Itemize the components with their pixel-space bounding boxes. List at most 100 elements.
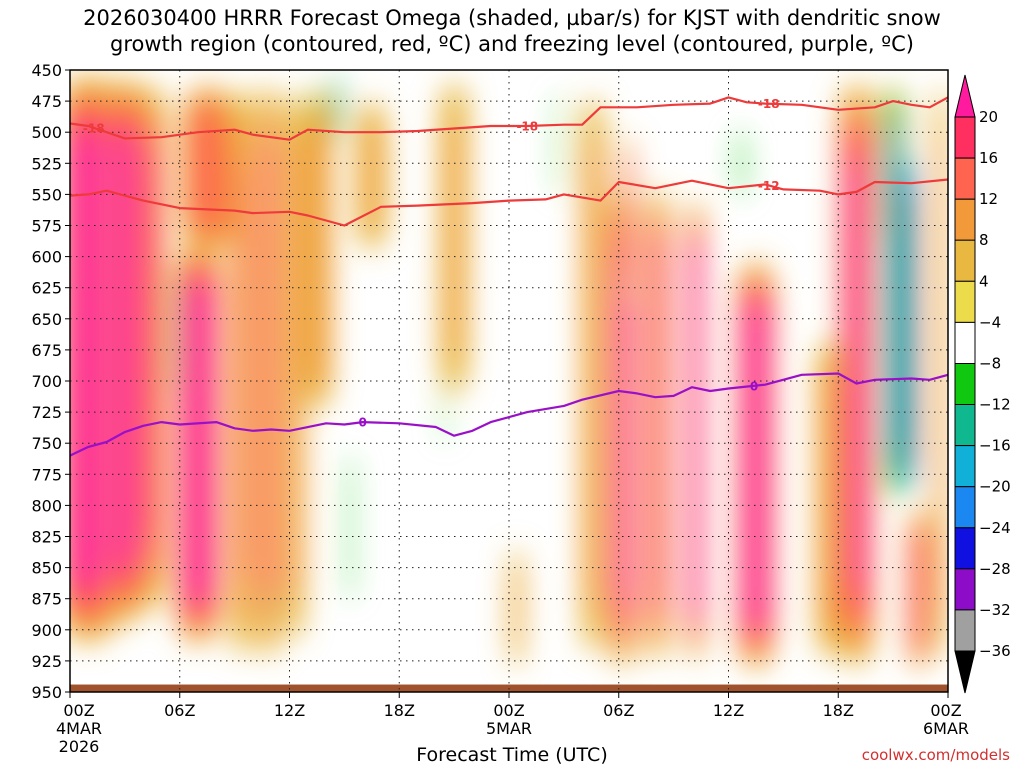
grid	[69, 69, 949, 693]
omega-level-13-18	[617, 249, 628, 606]
omega-level-8-6	[309, 108, 329, 393]
omega-cell-10	[440, 81, 469, 395]
y-tick-label-800: 800	[31, 496, 62, 515]
colorbar-label-1: 16	[979, 149, 998, 167]
omega-cell-8	[305, 90, 332, 411]
colorbar-block-9	[954, 445, 976, 488]
y-tick-label-725: 725	[31, 403, 62, 422]
colorbar-block-1	[954, 116, 976, 159]
omega-level-9-6	[364, 117, 379, 235]
y-tick-label-750: 750	[31, 434, 62, 453]
x-tick-label-1: 06Z	[164, 701, 195, 720]
y-tick-label-625: 625	[31, 279, 62, 298]
colorbar-label-8: −16	[979, 437, 1011, 455]
omega-level-3-18	[184, 279, 212, 607]
colorbar-block-13	[954, 609, 976, 652]
x-tick-date-4: 5MAR	[486, 719, 532, 738]
omega-cell-5	[230, 88, 254, 656]
y-tick-label-875: 875	[31, 590, 62, 609]
omega-level-7-6	[288, 131, 302, 604]
colorbar-block-6	[954, 321, 976, 364]
colorbar-block-7	[954, 363, 976, 406]
omega-cell-30	[901, 155, 915, 495]
colorbar-label-11: −28	[979, 560, 1011, 578]
colorbar-label-12: −32	[979, 601, 1011, 619]
omega-cell-26	[173, 268, 179, 395]
colorbar-label-7: −12	[979, 396, 1011, 414]
colorbar-block-12	[954, 568, 976, 611]
x-axis-label: Forecast Time (UTC)	[416, 744, 608, 766]
y-tick-label-900: 900	[31, 621, 62, 640]
omega-cell-11	[509, 547, 524, 669]
dgz-minus18-label: -18	[516, 119, 538, 133]
chart-title-line-1: 2026030400 HRRR Forecast Omega (shaded, …	[83, 6, 941, 30]
colorbar-block-8	[954, 404, 976, 447]
x-tick-year-0: 2026	[59, 737, 100, 756]
x-tick-label-7: 18Z	[823, 701, 854, 720]
colorbar-label-3: 8	[979, 231, 989, 249]
omega-level-10-6	[447, 116, 461, 360]
omega-level-1-18	[112, 128, 137, 574]
colorbar-label-13: −36	[979, 642, 1011, 660]
y-tick-label-600: 600	[31, 248, 62, 267]
colorbar-block-10	[954, 486, 976, 529]
omega-cell-27	[558, 90, 562, 199]
omega-level-21-14	[914, 528, 924, 651]
omega-level-22-6	[936, 124, 946, 620]
omega-level-28--6	[738, 127, 745, 200]
colorbar: 20 16 12 8 4 −4 −8 −12 −16 −20 −24 −28 −32 −36	[954, 74, 1011, 694]
y-axis-ticks: 450 475 500 525 550 575 600 625 650 675 700 725 750 7…	[31, 61, 70, 702]
y-tick-label-500: 500	[31, 123, 62, 142]
omega-level-16-18	[690, 242, 701, 620]
omega-level-18-6	[820, 361, 838, 637]
omega-cell-6	[258, 85, 281, 659]
colorbar-label-6: −8	[979, 354, 1001, 372]
omega-cell-32	[269, 590, 273, 613]
y-tick-label-925: 925	[31, 652, 62, 671]
y-tick-label-950: 950	[31, 683, 62, 702]
omega-cell-29	[884, 90, 902, 498]
omega-level-12-6	[585, 134, 601, 615]
colorbar-block-11	[954, 527, 976, 570]
omega-level-5-10	[237, 157, 247, 586]
omega-cell-24	[311, 83, 315, 125]
credit-text: coolwx.com/models	[861, 746, 1010, 764]
x-tick-date-8: 6MAR	[923, 719, 969, 738]
chart-title-line-2: growth region (contoured, red, ºC) and f…	[110, 32, 914, 56]
freezing-level-line	[70, 372, 948, 457]
omega-cell-23	[332, 74, 342, 141]
omega-level-2-14	[147, 150, 158, 543]
omega-cell-22	[934, 85, 948, 659]
colorbar-cap-top	[954, 74, 976, 118]
colorbar-label-4: 4	[979, 272, 989, 290]
x-tick-label-3: 18Z	[384, 701, 415, 720]
omega-level-32--6	[269, 590, 273, 613]
omega-level-19-18	[849, 158, 864, 591]
colorbar-label-9: −20	[979, 478, 1011, 496]
omega-cell-15	[645, 187, 669, 662]
omega-cell-12	[581, 97, 605, 653]
y-tick-label-650: 650	[31, 310, 62, 329]
y-tick-label-475: 475	[31, 92, 62, 111]
colorbar-label-0: 20	[979, 108, 998, 126]
omega-level-24--6	[311, 83, 315, 125]
y-tick-label-775: 775	[31, 465, 62, 484]
omega-level-29--14	[888, 131, 898, 457]
x-tick-label-5: 06Z	[603, 701, 634, 720]
dgz-minus18-line	[70, 96, 948, 141]
contours: -18 -18 -18 -12 0 0	[70, 96, 948, 457]
y-tick-label-675: 675	[31, 341, 62, 360]
omega-field-soft-layer	[70, 74, 948, 671]
colorbar-label-5: −4	[979, 313, 1001, 331]
omega-level-4-10	[191, 100, 223, 239]
colorbar-block-3	[954, 198, 976, 241]
omega-level-26--6	[173, 268, 179, 395]
y-tick-label-575: 575	[31, 217, 62, 236]
omega-level-23--10	[333, 77, 341, 137]
omega-level-27--6	[558, 90, 562, 199]
omega-cell-2	[139, 83, 166, 610]
dgz-minus18-label: -18	[758, 97, 780, 111]
